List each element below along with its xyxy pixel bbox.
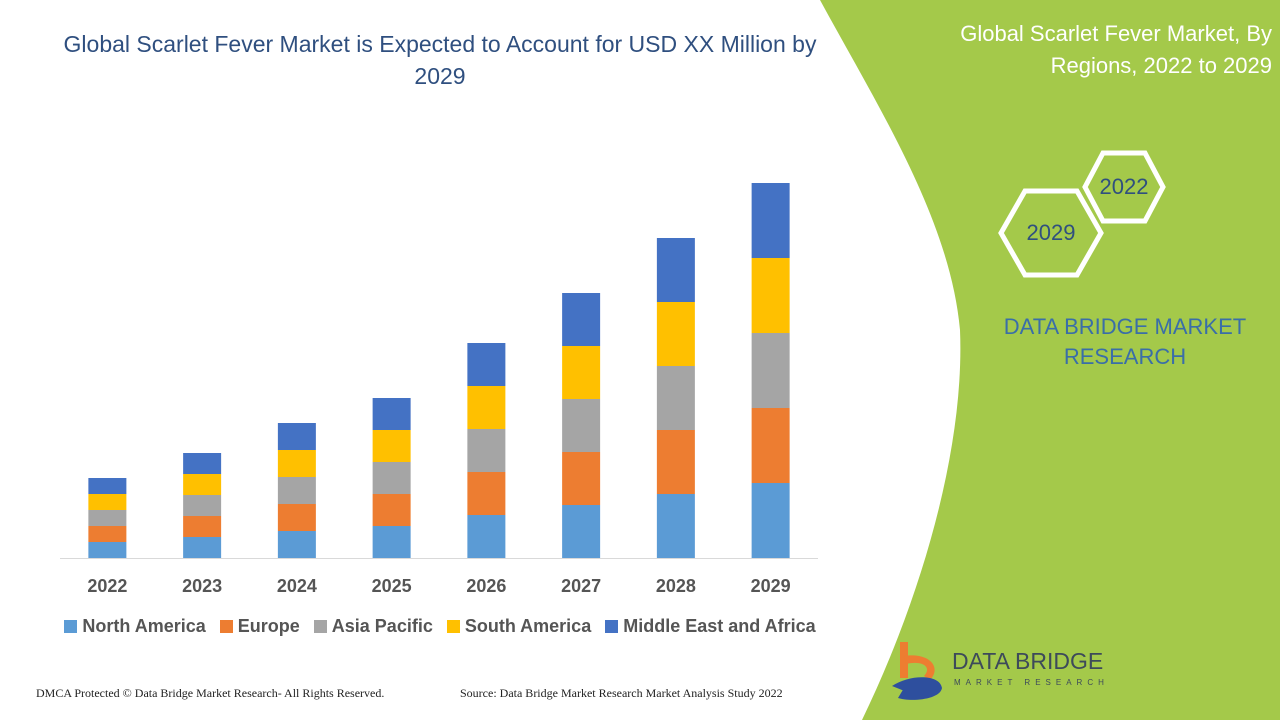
bar-segment-2025-0 <box>372 526 411 558</box>
bar-segment-2022-1 <box>88 526 127 542</box>
bar-segment-2025-2 <box>372 462 411 494</box>
footer-source: Source: Data Bridge Market Research Mark… <box>460 686 783 700</box>
x-tick-label: 2024 <box>277 576 317 596</box>
bar-segment-2025-3 <box>372 430 411 462</box>
hex-label: 2022 <box>1099 174 1149 199</box>
bar-segment-2027-2 <box>562 399 601 452</box>
hexagon-2022: 2022 <box>1082 150 1166 224</box>
bar-segment-2029-0 <box>751 483 790 558</box>
legend-swatch <box>313 620 327 633</box>
legend-label: North America <box>82 616 206 636</box>
legend-label: Asia Pacific <box>331 616 433 636</box>
chart-title: Global Scarlet Fever Market is Expected … <box>63 31 817 89</box>
legend-label: Europe <box>237 616 300 636</box>
bar-segment-2024-2 <box>277 477 316 504</box>
bar-segment-2023-3 <box>183 474 222 495</box>
bar-segment-2024-0 <box>277 531 316 558</box>
x-tick-label: 2025 <box>372 576 412 596</box>
bar-segment-2022-3 <box>88 494 127 510</box>
bar-segment-2023-4 <box>183 453 222 474</box>
panel-title: Global Scarlet Fever Market, By Regions,… <box>960 21 1272 78</box>
bar-segment-2024-1 <box>277 504 316 531</box>
bar-segment-2026-1 <box>467 472 506 515</box>
data-bridge-logo-icon <box>892 642 942 700</box>
brand-text: DATA BRIDGE MARKET RESEARCH <box>1003 314 1247 369</box>
bar-segment-2027-4 <box>562 293 601 346</box>
legend-item: North America <box>64 616 206 637</box>
x-tick-label: 2026 <box>466 576 506 596</box>
hexagon-2029: 2029 <box>998 188 1104 278</box>
x-tick-label: 2027 <box>561 576 601 596</box>
bar-segment-2022-4 <box>88 478 127 494</box>
bar-segment-2027-1 <box>562 452 601 505</box>
bar-segment-2028-1 <box>656 430 695 494</box>
bar-segment-2026-3 <box>467 386 506 429</box>
bar-segment-2025-1 <box>372 494 411 526</box>
bar-segment-2027-0 <box>562 505 601 558</box>
legend-swatch <box>446 620 460 633</box>
bar-segment-2024-3 <box>277 450 316 477</box>
bar-segment-2023-2 <box>183 495 222 516</box>
bar-segment-2028-3 <box>656 302 695 366</box>
legend-item: Asia Pacific <box>313 616 433 637</box>
bar-segment-2023-0 <box>183 537 222 558</box>
bar-segment-2026-0 <box>467 515 506 558</box>
bar-segment-2022-0 <box>88 542 127 558</box>
legend-label: South America <box>464 616 592 636</box>
x-tick-label: 2028 <box>656 576 696 596</box>
x-tick-label: 2029 <box>751 576 791 596</box>
bar-segment-2029-1 <box>751 408 790 483</box>
bar-segment-2025-4 <box>372 398 411 430</box>
legend-swatch <box>219 620 233 633</box>
legend-swatch <box>605 620 619 633</box>
legend-item: Middle East and Africa <box>605 616 816 637</box>
bar-segment-2029-2 <box>751 333 790 408</box>
bar-segment-2024-4 <box>277 423 316 450</box>
bar-segment-2028-4 <box>656 238 695 302</box>
legend-label: Middle East and Africa <box>623 616 816 636</box>
legend-item: Europe <box>219 616 300 637</box>
bar-segment-2029-4 <box>751 183 790 258</box>
footer-copyright: DMCA Protected © Data Bridge Market Rese… <box>36 686 385 700</box>
logo-subtitle: MARKET RESEARCH <box>954 678 1109 687</box>
x-tick-label: 2022 <box>87 576 127 596</box>
legend-item: South America <box>446 616 592 637</box>
bar-segment-2026-4 <box>467 343 506 386</box>
legend-swatch <box>64 620 78 633</box>
bar-segment-2029-3 <box>751 258 790 333</box>
bar-segment-2028-2 <box>656 366 695 430</box>
x-tick-label: 2023 <box>182 576 222 596</box>
bar-segment-2026-2 <box>467 429 506 472</box>
bar-segment-2028-0 <box>656 494 695 558</box>
bar-segment-2022-2 <box>88 510 127 526</box>
bar-segment-2027-3 <box>562 346 601 399</box>
hex-label: 2029 <box>1026 220 1076 245</box>
logo-name: DATA BRIDGE <box>952 648 1104 674</box>
legend: North America Europe Asia Pacific South Ame… <box>60 616 820 637</box>
bar-segment-2023-1 <box>183 516 222 537</box>
